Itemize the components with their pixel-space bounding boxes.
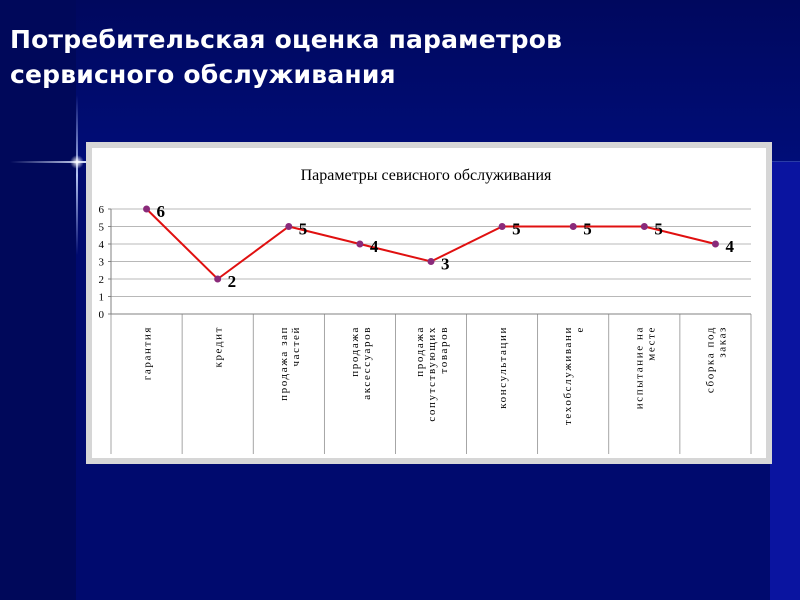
data-point: [711, 240, 719, 248]
decorative-flare-horizontal: [10, 161, 160, 163]
data-point: [214, 275, 222, 283]
background-right-band: [770, 162, 800, 600]
x-tick-label-line: консультации: [497, 326, 509, 409]
y-tick-label: 1: [99, 292, 105, 304]
data-point: [498, 223, 506, 230]
x-tick-label-line: продажа зап: [278, 326, 290, 401]
x-tick-label-line: аксессуаров: [361, 326, 373, 400]
y-tick-label: 6: [99, 204, 105, 216]
data-point: [356, 240, 364, 248]
line-chart: Параметры севисного обслуживания 0 1 2 3 4 5 6…: [92, 148, 766, 458]
x-tick-label-line: частей: [290, 326, 302, 366]
data-label: 3: [441, 255, 450, 274]
x-tick-label-line: товаров: [438, 326, 450, 374]
data-label: 4: [725, 237, 734, 256]
x-tick-label: сборка под заказ: [704, 326, 728, 393]
data-point: [285, 223, 293, 230]
data-point: [569, 223, 577, 230]
y-tick-label: 2: [99, 274, 105, 286]
x-tick-label-line: месте: [645, 326, 657, 361]
slide-title-line-2: сервисного обслуживания: [10, 60, 396, 89]
x-tick-label: консультации: [497, 326, 509, 409]
data-label: 2: [228, 272, 237, 291]
data-label: 5: [654, 220, 663, 239]
data-label: 5: [512, 220, 521, 239]
x-tick-label-line: гарантия: [142, 326, 154, 380]
data-label: 6: [157, 202, 166, 221]
x-tick-label: кредит: [213, 326, 225, 367]
background-top-band: [0, 0, 800, 162]
x-tick-label: техобслуживани е: [562, 326, 586, 425]
decorative-flare-vertical: [76, 95, 78, 255]
x-tick-label: продажа сопутствующих товаров: [414, 326, 450, 422]
x-tick-label: продажа зап частей: [278, 326, 302, 401]
x-tick-label-line: техобслуживани: [562, 326, 574, 425]
data-point: [143, 205, 151, 213]
x-tick-label-line: сопутствующих: [426, 326, 438, 422]
y-tick-label: 5: [99, 222, 105, 234]
data-label: 4: [370, 237, 379, 256]
data-label: 5: [299, 220, 308, 239]
background-left-band: [0, 0, 76, 600]
y-tick-label: 4: [99, 239, 105, 251]
data-label: 5: [583, 220, 592, 239]
x-tick-label-line: продажа: [349, 326, 361, 377]
x-tick-label-line: сборка под: [704, 326, 716, 393]
x-tick-label: гарантия: [142, 326, 154, 380]
x-tick-label-line: испытание на: [633, 326, 645, 409]
x-tick-label-line: заказ: [716, 326, 728, 358]
decorative-flare-star: [70, 155, 84, 169]
x-tick-label-line: е: [574, 326, 586, 332]
chart-frame: Параметры севисного обслуживания 0 1 2 3 4 5 6…: [86, 142, 772, 464]
chart-area: [92, 148, 766, 458]
slide-title: Потребительская оценка параметров сервис…: [10, 22, 562, 92]
slide-title-line-1: Потребительская оценка параметров: [10, 25, 563, 54]
data-point: [640, 223, 648, 230]
data-point: [427, 258, 435, 265]
chart-title: Параметры севисного обслуживания: [301, 167, 552, 184]
x-tick-label: продажа аксессуаров: [349, 326, 373, 400]
x-tick-label: испытание на месте: [633, 326, 657, 409]
y-tick-label: 0: [99, 309, 105, 321]
x-tick-label-line: продажа: [414, 326, 426, 377]
y-tick-label: 3: [99, 257, 105, 269]
x-tick-label-line: кредит: [213, 326, 225, 367]
